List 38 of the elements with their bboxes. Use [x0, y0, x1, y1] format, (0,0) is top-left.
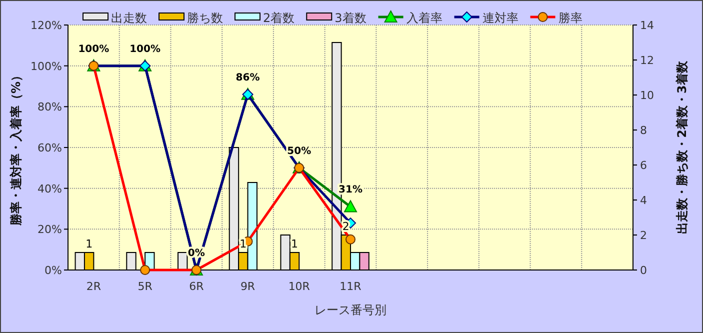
y-tick-label: 20%: [38, 223, 62, 236]
point: [344, 200, 357, 212]
y2-tick-label: 4: [640, 194, 647, 207]
x-tick-label: 9R: [240, 280, 256, 293]
y-axis-title: 勝率・連対率・入着率（%）: [9, 69, 23, 227]
y-tick-label: 60%: [38, 142, 62, 154]
y2-tick-label: 2: [640, 229, 647, 242]
y-tick-label: 120%: [30, 19, 62, 32]
legend-label: 出走数: [111, 11, 147, 25]
x-tick-label: 2R: [86, 280, 102, 293]
data-label: 1: [86, 238, 93, 250]
y2-tick-label: 12: [640, 54, 654, 67]
y2-tick-label: 10: [640, 89, 654, 102]
legend-label: 入着率: [406, 11, 442, 25]
data-label: 1: [240, 238, 247, 250]
data-label: 1: [291, 238, 298, 250]
y-tick-label: 0%: [44, 264, 62, 277]
legend-label: 連対率: [482, 11, 518, 25]
y2-tick-label: 8: [640, 124, 647, 137]
y-tick-label: 80%: [38, 100, 62, 114]
x-tick-label: 10R: [288, 280, 310, 293]
x-axis-title: レース番号別: [314, 303, 386, 317]
x-tick-label: 6R: [189, 280, 204, 293]
y-tick-label: 100%: [30, 60, 62, 73]
legend-label: 3着数: [334, 11, 366, 25]
data-label: 100%: [78, 44, 110, 55]
y2-tick-label: 0: [640, 264, 647, 277]
y2-axis-title: 出走数・勝ち数・2着数・3着数: [675, 60, 689, 234]
data-label: 86%: [236, 72, 260, 84]
data-label: 100%: [130, 44, 160, 55]
y-tick-label: 40%: [38, 182, 62, 196]
legend-label: 勝ち数: [187, 11, 223, 25]
y2-tick-label: 14: [640, 19, 654, 32]
legend-label: 勝率: [558, 11, 582, 25]
x-tick-label: 11R: [340, 280, 362, 293]
y2-tick-label: 6: [640, 159, 647, 172]
x-tick-label: 5R: [138, 280, 153, 293]
legend-label: 2着数: [263, 11, 295, 25]
